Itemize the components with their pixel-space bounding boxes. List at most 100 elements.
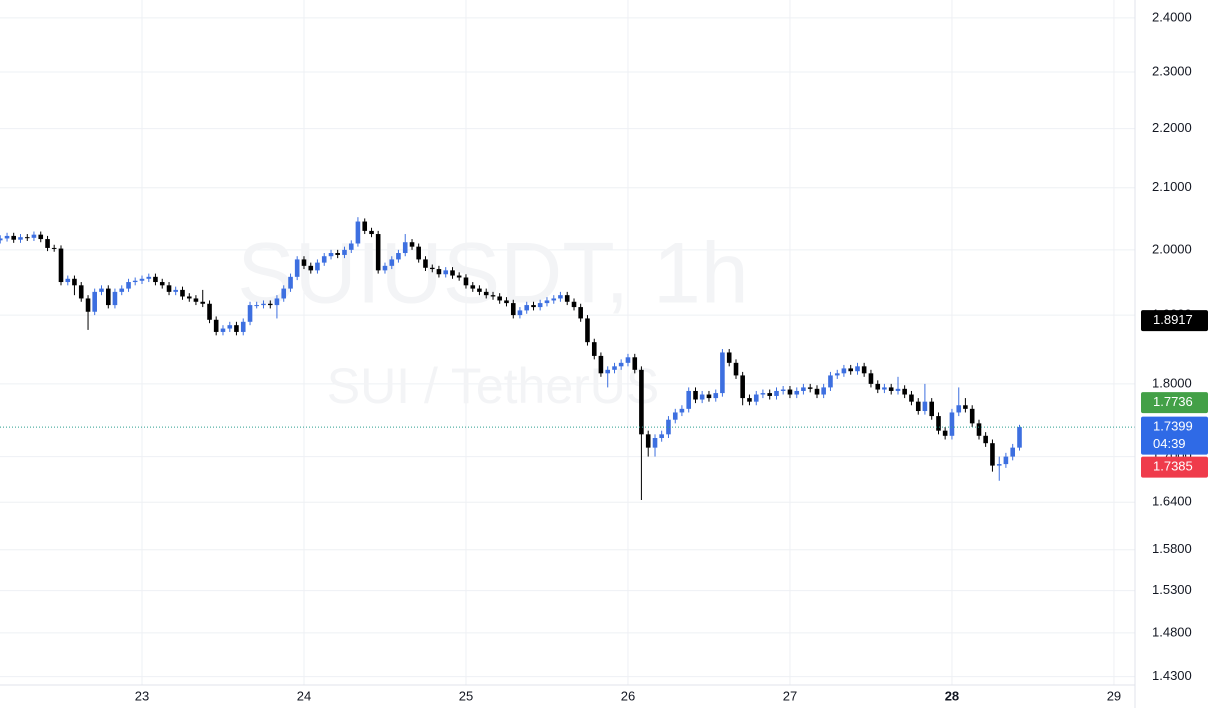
candle-body bbox=[315, 262, 320, 271]
candle-body bbox=[828, 375, 833, 388]
candle-body bbox=[369, 230, 374, 235]
candle-body bbox=[301, 259, 307, 266]
y-tick-label: 1.8000 bbox=[1152, 375, 1192, 390]
candle-body bbox=[544, 300, 550, 304]
y-tick-label: 2.1000 bbox=[1152, 179, 1192, 194]
x-tick-label: 25 bbox=[459, 688, 473, 703]
candles bbox=[0, 217, 1135, 500]
candle-body bbox=[720, 352, 725, 394]
candle-body bbox=[126, 282, 131, 289]
candle-body bbox=[92, 291, 97, 312]
candle-body bbox=[686, 390, 692, 409]
candle-body bbox=[996, 464, 1002, 466]
y-tick-label: 2.0000 bbox=[1152, 241, 1192, 256]
candle-body bbox=[963, 405, 968, 409]
candle-body bbox=[551, 298, 557, 301]
y-tick-label: 2.3000 bbox=[1152, 63, 1192, 78]
candle-body bbox=[483, 291, 489, 296]
candle-body bbox=[220, 328, 226, 332]
candle-body bbox=[652, 438, 658, 448]
candle-body bbox=[969, 408, 975, 424]
candle-body bbox=[504, 300, 509, 304]
candle-body bbox=[308, 265, 314, 271]
candle-body bbox=[726, 352, 732, 363]
candle-body bbox=[794, 390, 800, 395]
x-tick-label: 29 bbox=[1107, 688, 1121, 703]
y-tick-label: 1.5300 bbox=[1152, 582, 1192, 597]
candle-body bbox=[618, 362, 624, 367]
candle-body bbox=[65, 278, 71, 283]
candle-body bbox=[402, 242, 408, 254]
candle-body bbox=[240, 321, 246, 332]
candle-body bbox=[848, 368, 854, 372]
candle-body bbox=[382, 265, 388, 271]
candle-body bbox=[18, 237, 23, 240]
candle-body bbox=[166, 285, 172, 292]
candle-body bbox=[861, 366, 867, 374]
candle-body bbox=[193, 298, 199, 302]
candle-body bbox=[0, 238, 3, 241]
candle-body bbox=[578, 307, 583, 319]
candle-body bbox=[612, 366, 617, 370]
candle-body bbox=[558, 295, 563, 299]
candle-body bbox=[355, 221, 361, 244]
axes: 2.40002.30002.20002.10002.00001.90001.80… bbox=[135, 9, 1192, 703]
candle-body bbox=[909, 394, 914, 402]
candle-body bbox=[119, 288, 125, 292]
candle-body bbox=[855, 366, 860, 372]
candle-body bbox=[99, 288, 104, 292]
candle-body bbox=[531, 305, 536, 308]
price-label-box bbox=[1141, 310, 1208, 332]
candle-body bbox=[247, 305, 253, 322]
y-tick-label: 2.4000 bbox=[1152, 9, 1192, 24]
x-tick-label: 24 bbox=[297, 688, 311, 703]
price-label-box bbox=[1141, 416, 1208, 455]
candle-body bbox=[537, 303, 543, 308]
candle-body bbox=[517, 310, 523, 316]
candle-body bbox=[976, 423, 982, 436]
candle-body bbox=[753, 394, 759, 402]
candle-body bbox=[31, 234, 37, 238]
candle-body bbox=[200, 301, 206, 304]
watermark-name: SUI / TetherUS bbox=[327, 358, 660, 414]
candle-body bbox=[443, 270, 449, 275]
candle-body bbox=[261, 303, 266, 306]
candle-body bbox=[672, 412, 678, 420]
candle-body bbox=[51, 247, 57, 249]
candle-body bbox=[841, 368, 847, 374]
candle-body bbox=[207, 303, 212, 320]
candle-body bbox=[605, 369, 611, 374]
y-tick-label: 2.2000 bbox=[1152, 120, 1192, 135]
candle-body bbox=[591, 342, 597, 356]
candle-body bbox=[713, 393, 719, 399]
candle-body bbox=[922, 401, 928, 412]
candle-body bbox=[463, 277, 469, 286]
candle-body bbox=[807, 387, 813, 389]
candle-body bbox=[1003, 456, 1009, 465]
grid bbox=[0, 0, 1135, 685]
candle-body bbox=[564, 295, 570, 302]
candle-body bbox=[645, 434, 651, 448]
watermark-symbol: SUIUSDT, 1h bbox=[237, 226, 748, 322]
candle-body bbox=[895, 388, 901, 391]
candle-body bbox=[180, 289, 185, 297]
candle-body bbox=[875, 383, 881, 390]
candle-body bbox=[45, 239, 50, 248]
candle-body bbox=[983, 435, 988, 444]
y-tick-label: 1.6400 bbox=[1152, 494, 1192, 509]
candle-body bbox=[733, 362, 739, 376]
candle-body bbox=[706, 394, 712, 399]
candle-body bbox=[274, 298, 280, 306]
candle-body bbox=[834, 373, 840, 376]
candle-body bbox=[942, 430, 948, 436]
candle-body bbox=[342, 249, 347, 255]
candle-body bbox=[902, 388, 907, 395]
price-label: 1.7385 bbox=[1153, 459, 1193, 474]
candle-body bbox=[666, 419, 671, 435]
price-label-box bbox=[1141, 392, 1208, 414]
candle-body bbox=[423, 259, 428, 268]
candle-body bbox=[139, 278, 145, 281]
countdown: 04:39 bbox=[1153, 436, 1186, 451]
